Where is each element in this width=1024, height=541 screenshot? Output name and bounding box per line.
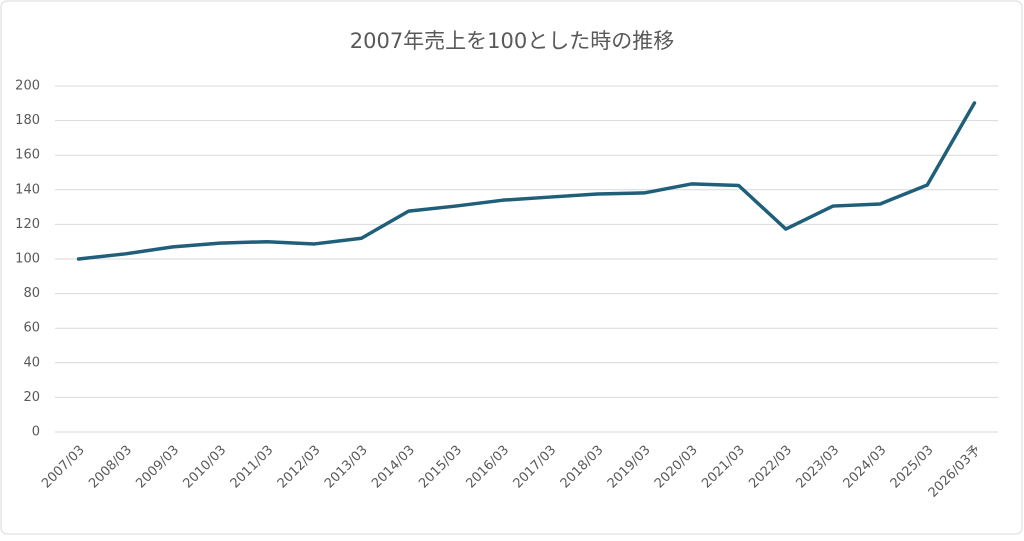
y-tick-label: 40 (23, 355, 40, 370)
y-tick-label: 80 (23, 286, 40, 301)
chart-title: 2007年売上を100とした時の推移 (350, 29, 675, 53)
y-tick-label: 100 (15, 252, 40, 267)
y-tick-label: 180 (15, 113, 40, 128)
y-tick-label: 200 (15, 79, 40, 94)
y-tick-label: 20 (23, 390, 40, 405)
y-tick-label: 160 (15, 148, 40, 163)
y-tick-label: 140 (15, 182, 40, 197)
data-line (76, 101, 977, 261)
y-tick-label: 120 (15, 217, 40, 232)
y-tick-label: 60 (23, 321, 40, 336)
y-tick-label: 0 (32, 425, 40, 440)
